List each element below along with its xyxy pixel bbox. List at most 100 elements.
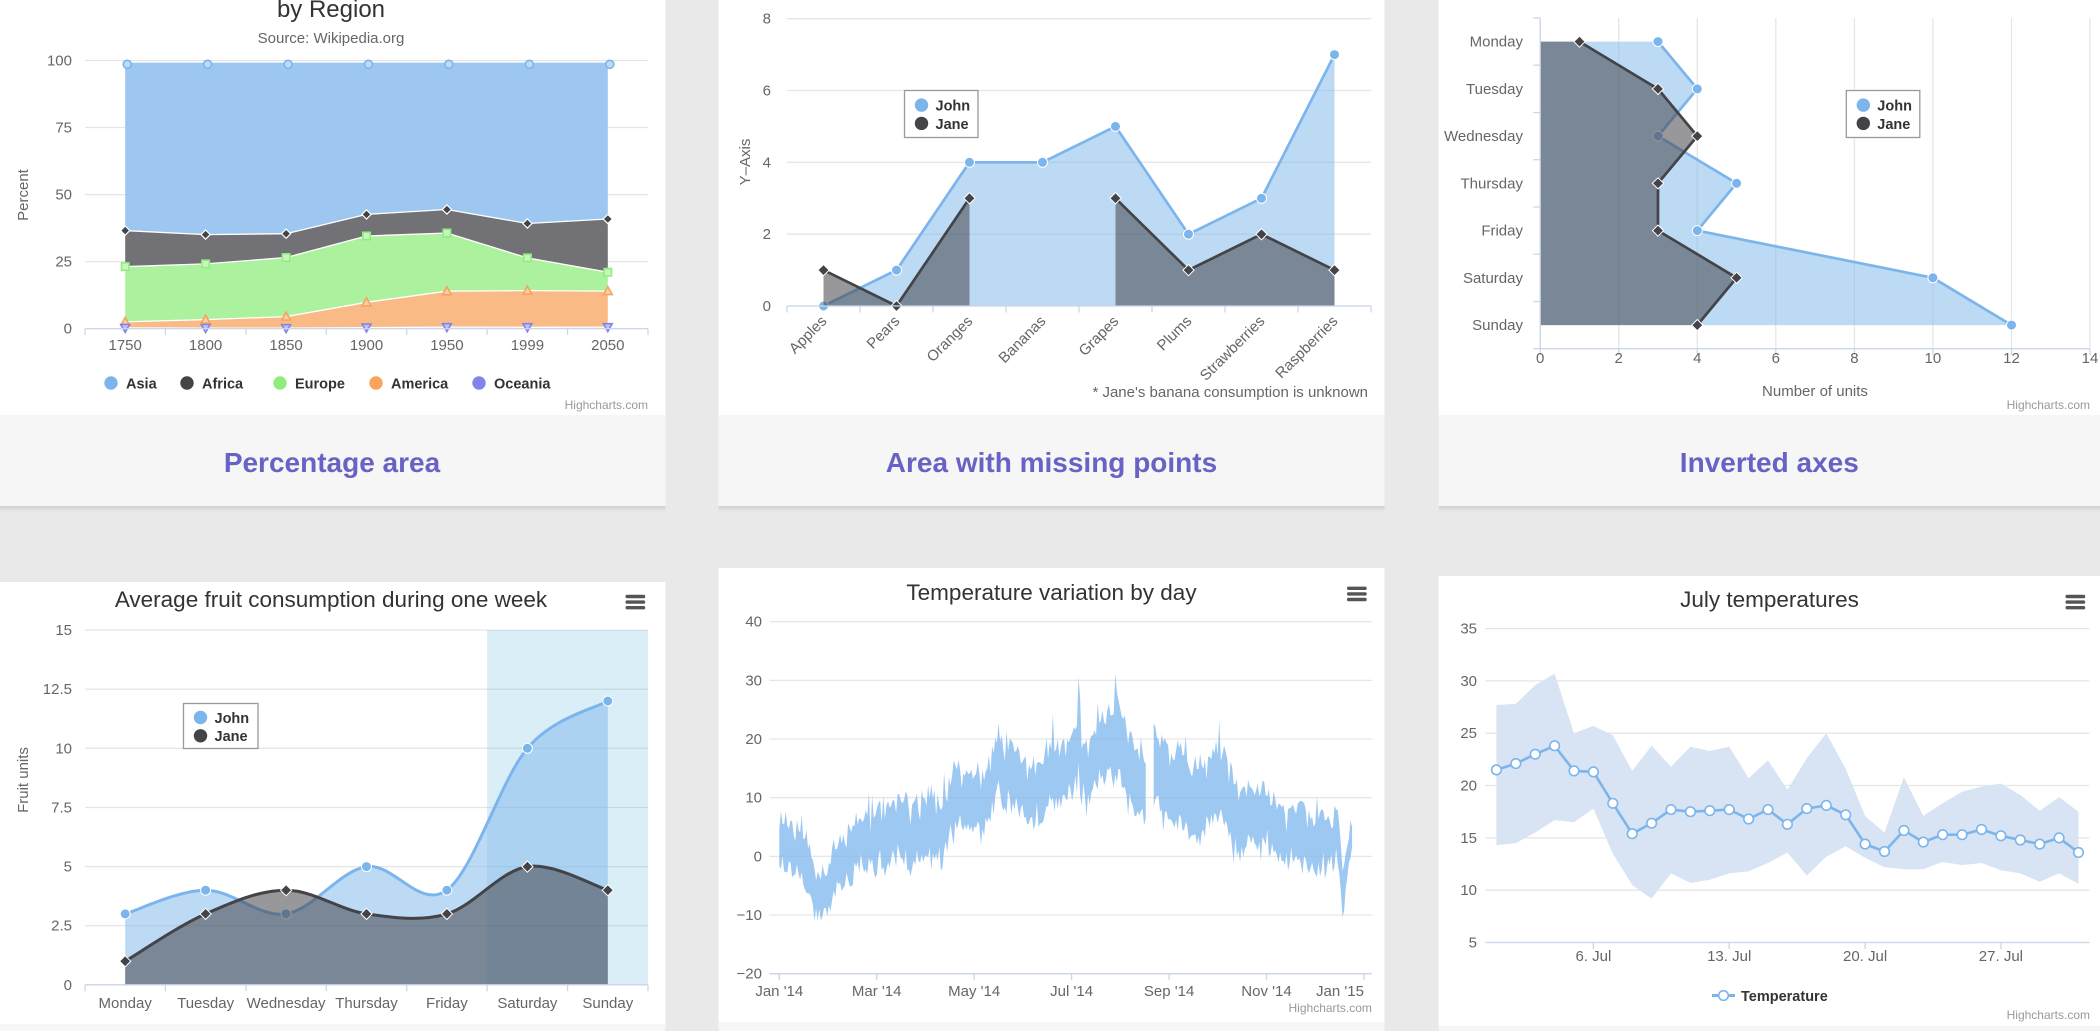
svg-text:2: 2	[763, 226, 771, 243]
svg-text:Inverted axes: Inverted axes	[1680, 447, 1859, 478]
svg-text:Source: Wikipedia.org: Source: Wikipedia.org	[258, 30, 405, 47]
svg-text:Saturday: Saturday	[497, 995, 558, 1012]
svg-text:Jane: Jane	[936, 117, 969, 133]
svg-text:10: 10	[745, 790, 762, 807]
svg-text:13. Jul: 13. Jul	[1707, 948, 1751, 965]
svg-text:12: 12	[2003, 350, 2020, 367]
svg-text:Monday: Monday	[99, 995, 153, 1012]
svg-text:20: 20	[1460, 778, 1477, 795]
svg-text:Tuesday: Tuesday	[1466, 81, 1523, 98]
svg-text:Africa: Africa	[202, 377, 244, 393]
svg-text:0: 0	[754, 848, 762, 865]
svg-text:Highcharts.com: Highcharts.com	[1289, 1001, 1372, 1015]
svg-text:July temperatures: July temperatures	[1680, 587, 1859, 612]
svg-text:John: John	[215, 711, 250, 727]
svg-text:6. Jul: 6. Jul	[1575, 948, 1611, 965]
svg-text:Highcharts.com: Highcharts.com	[2007, 1008, 2090, 1022]
svg-text:20: 20	[745, 731, 762, 748]
svg-text:1900: 1900	[350, 337, 383, 354]
svg-text:Saturday: Saturday	[1463, 270, 1524, 287]
svg-text:100: 100	[47, 53, 72, 70]
svg-text:12.5: 12.5	[43, 681, 72, 698]
svg-text:25: 25	[55, 254, 72, 271]
svg-text:Temperature variation by day: Temperature variation by day	[906, 580, 1197, 605]
svg-text:America: America	[391, 377, 449, 393]
svg-text:35: 35	[1460, 621, 1477, 638]
svg-text:Percent: Percent	[15, 168, 32, 221]
svg-text:Jul '14: Jul '14	[1050, 983, 1093, 1000]
svg-text:Tuesday: Tuesday	[177, 995, 234, 1012]
svg-text:4: 4	[1693, 350, 1701, 367]
svg-text:75: 75	[55, 120, 72, 137]
svg-text:1950: 1950	[430, 337, 463, 354]
svg-text:Friday: Friday	[1481, 223, 1523, 240]
svg-text:Sep '14: Sep '14	[1144, 983, 1194, 1000]
svg-text:1800: 1800	[189, 337, 222, 354]
svg-text:Jan '15: Jan '15	[1316, 983, 1364, 1000]
svg-text:Highcharts.com: Highcharts.com	[2007, 398, 2090, 412]
svg-text:27. Jul: 27. Jul	[1979, 948, 2023, 965]
svg-text:1750: 1750	[109, 337, 142, 354]
svg-text:Asia: Asia	[126, 377, 158, 393]
svg-text:Mar '14: Mar '14	[852, 983, 902, 1000]
svg-text:−20: −20	[737, 966, 762, 983]
svg-text:Jane: Jane	[215, 729, 248, 745]
svg-text:John: John	[936, 99, 971, 115]
svg-text:−10: −10	[737, 907, 762, 924]
svg-text:Wednesday: Wednesday	[247, 995, 326, 1012]
svg-text:Thursday: Thursday	[335, 995, 398, 1012]
svg-text:John: John	[1877, 99, 1912, 115]
svg-text:Jane: Jane	[1877, 117, 1910, 133]
svg-text:30: 30	[745, 672, 762, 689]
svg-text:* Jane's banana consumption is: * Jane's banana consumption is unknown	[1092, 384, 1368, 401]
svg-text:Jan '14: Jan '14	[755, 983, 803, 1000]
svg-text:1999: 1999	[511, 337, 544, 354]
svg-text:May '14: May '14	[948, 983, 1000, 1000]
svg-text:Friday: Friday	[426, 995, 468, 1012]
svg-text:2050: 2050	[591, 337, 624, 354]
svg-text:by Region: by Region	[277, 0, 385, 23]
svg-text:10: 10	[1925, 350, 1942, 367]
svg-text:2.5: 2.5	[51, 918, 72, 935]
svg-text:14: 14	[2082, 350, 2099, 367]
svg-text:10: 10	[55, 740, 72, 757]
svg-text:6: 6	[763, 83, 771, 100]
svg-text:Thursday: Thursday	[1460, 175, 1523, 192]
svg-text:Wednesday: Wednesday	[1444, 128, 1523, 145]
svg-text:Y–Axis: Y–Axis	[737, 139, 754, 186]
svg-text:0: 0	[763, 298, 771, 315]
svg-text:Fruit units: Fruit units	[15, 747, 32, 813]
svg-text:5: 5	[64, 859, 72, 876]
svg-text:15: 15	[55, 622, 72, 639]
svg-text:Sunday: Sunday	[1472, 317, 1523, 334]
svg-text:5: 5	[1469, 935, 1477, 952]
svg-text:0: 0	[64, 321, 72, 338]
svg-text:Temperature: Temperature	[1741, 989, 1828, 1005]
svg-text:7.5: 7.5	[51, 800, 72, 817]
svg-text:Monday: Monday	[1470, 34, 1524, 51]
svg-text:15: 15	[1460, 830, 1477, 847]
svg-text:0: 0	[1536, 350, 1544, 367]
svg-text:Sunday: Sunday	[582, 995, 633, 1012]
svg-text:8: 8	[763, 11, 771, 28]
svg-text:1850: 1850	[269, 337, 302, 354]
svg-text:20. Jul: 20. Jul	[1843, 948, 1887, 965]
svg-text:50: 50	[55, 187, 72, 204]
svg-text:Area with missing points: Area with missing points	[886, 447, 1217, 478]
svg-text:8: 8	[1850, 350, 1858, 367]
svg-text:Average fruit consumption duri: Average fruit consumption during one wee…	[115, 587, 548, 612]
svg-text:Europe: Europe	[295, 377, 345, 393]
svg-text:25: 25	[1460, 725, 1477, 742]
svg-text:0: 0	[64, 977, 72, 994]
svg-text:4: 4	[763, 154, 771, 171]
svg-text:40: 40	[745, 614, 762, 631]
svg-text:Nov '14: Nov '14	[1241, 983, 1291, 1000]
svg-text:6: 6	[1772, 350, 1780, 367]
svg-text:30: 30	[1460, 673, 1477, 690]
svg-text:10: 10	[1460, 882, 1477, 899]
svg-text:Number of units: Number of units	[1762, 383, 1868, 400]
svg-text:Percentage area: Percentage area	[224, 447, 441, 478]
svg-text:Oceania: Oceania	[494, 377, 551, 393]
svg-text:Highcharts.com: Highcharts.com	[565, 398, 648, 412]
svg-text:2: 2	[1615, 350, 1623, 367]
